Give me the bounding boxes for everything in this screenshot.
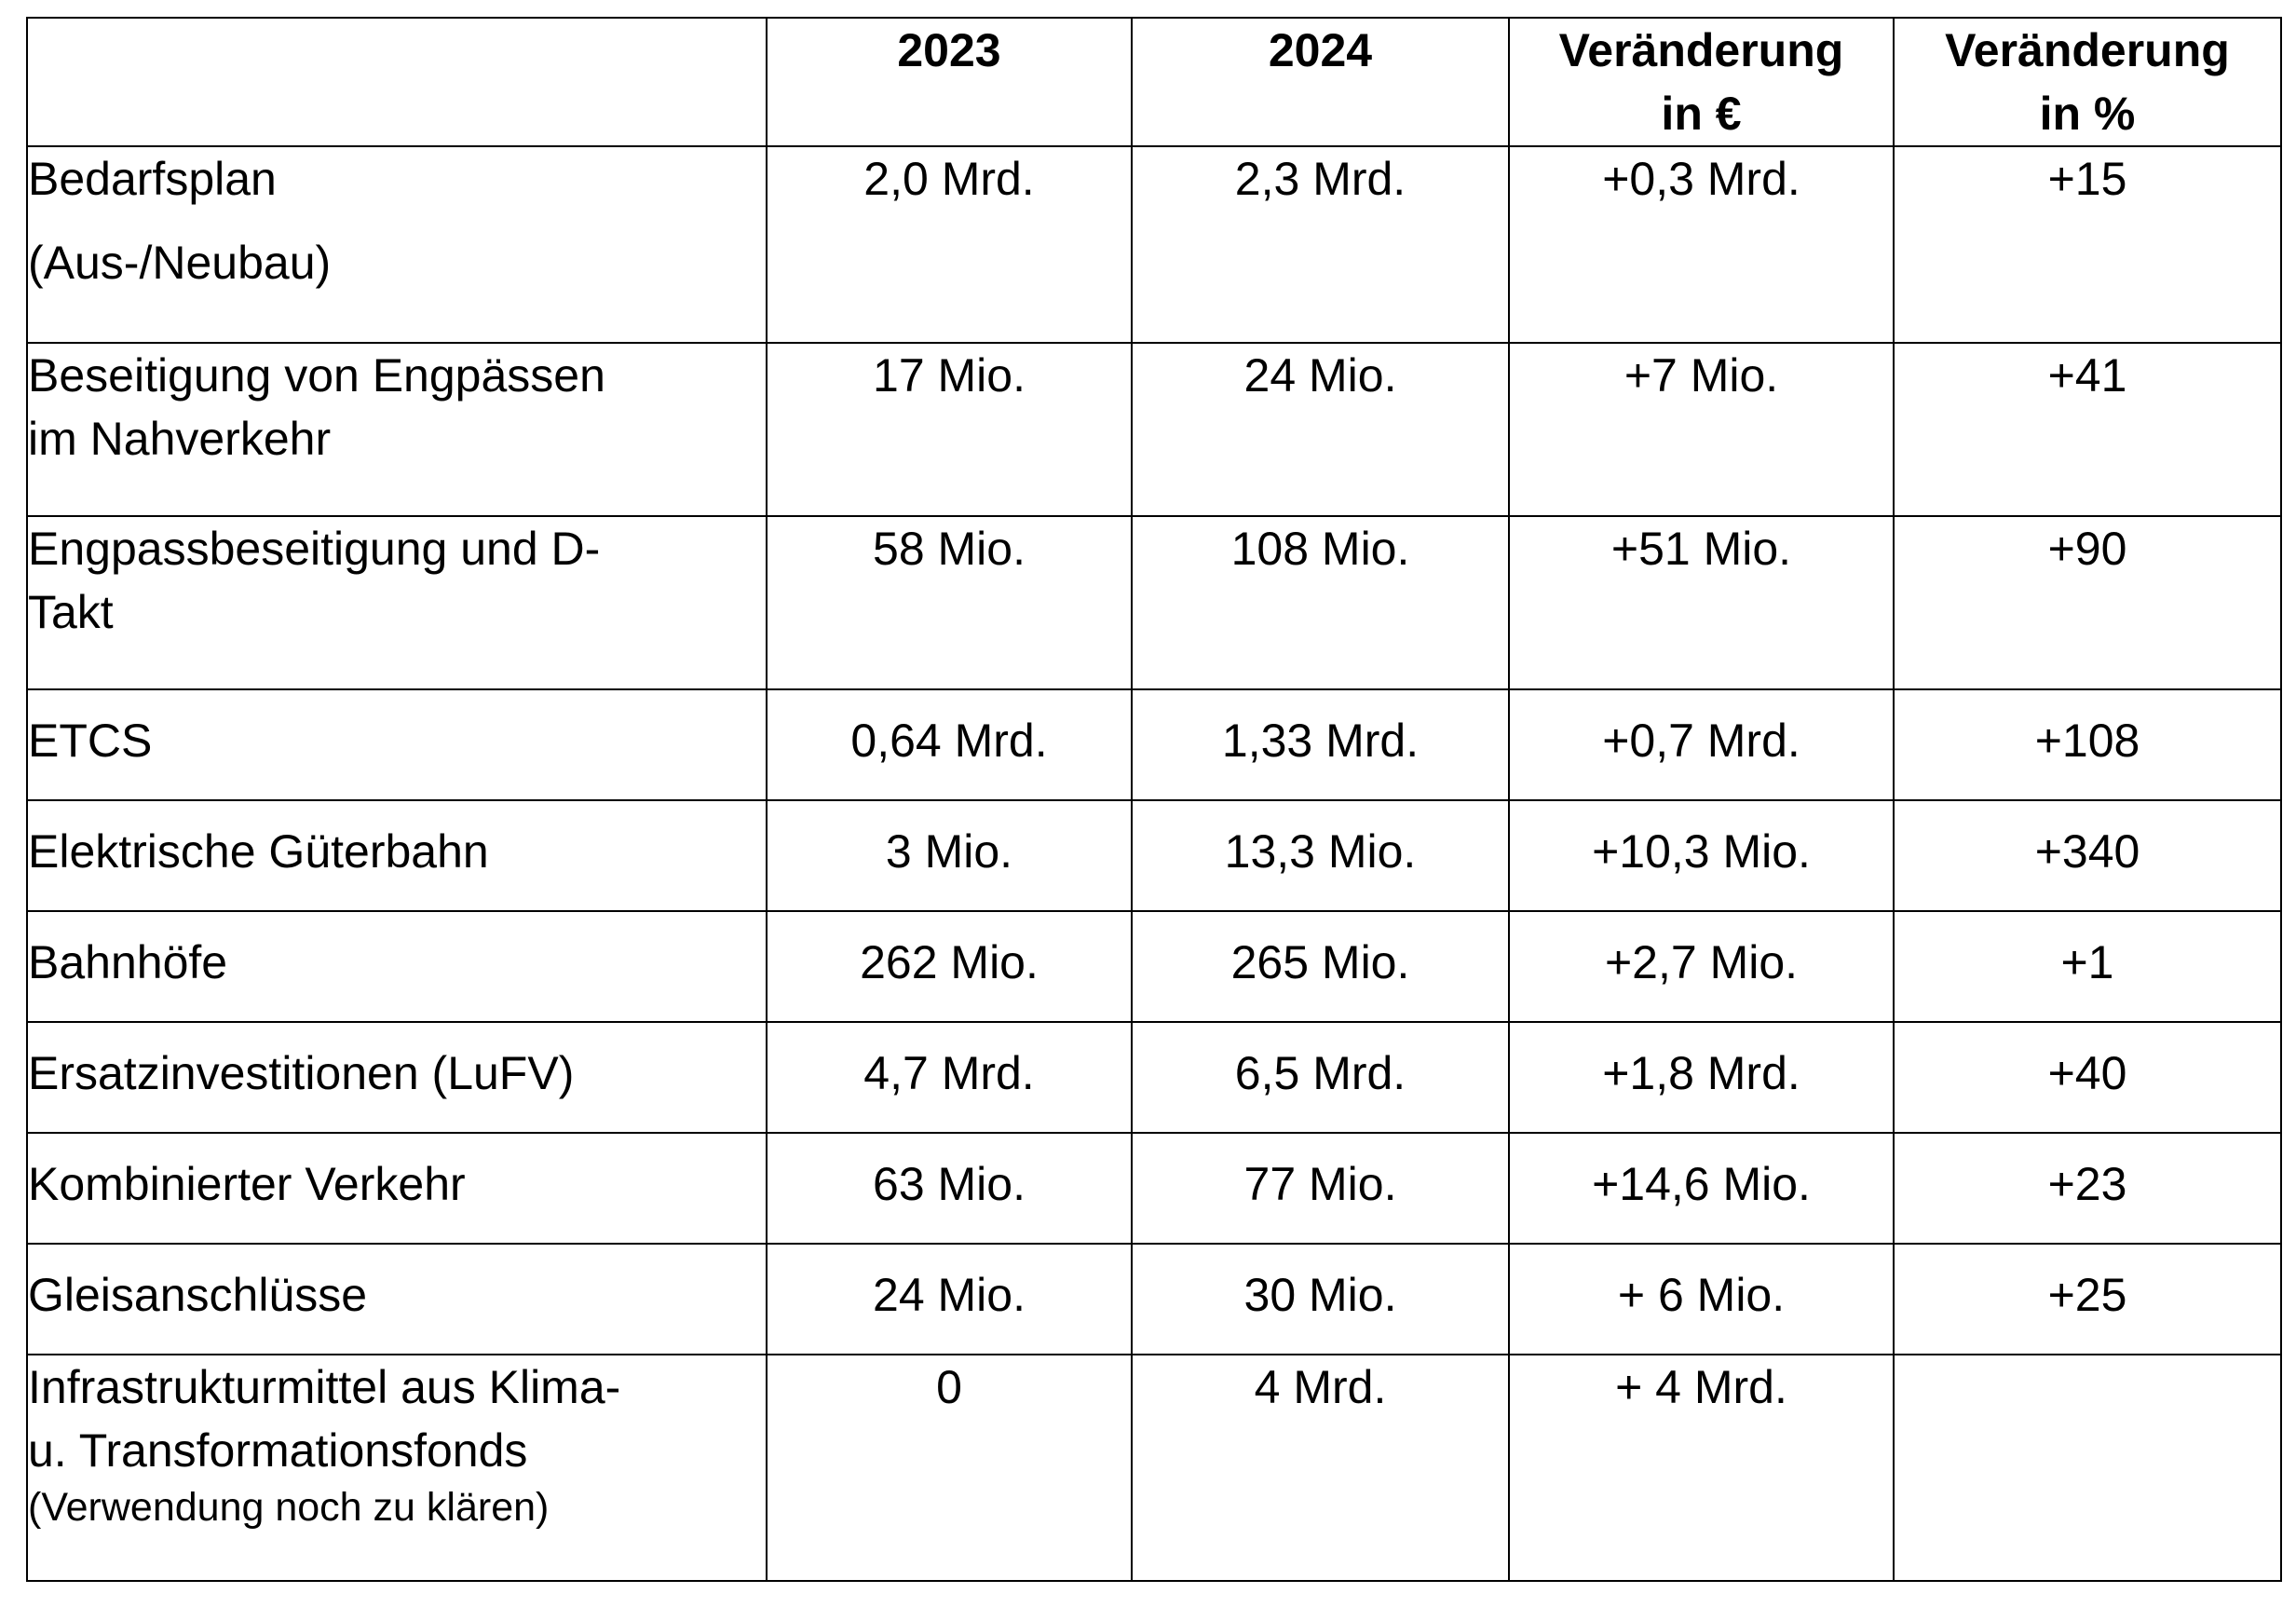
- change-pct: +25: [1893, 1243, 2282, 1355]
- change-pct: +108: [1893, 688, 2282, 801]
- header-2024: 2024: [1131, 17, 1510, 147]
- change-eur: + 6 Mio.: [1508, 1243, 1895, 1355]
- value-2024: 77 Mio.: [1131, 1132, 1510, 1245]
- header-change-eur: Veränderung in €: [1508, 17, 1895, 147]
- row-label: ETCS: [26, 688, 768, 801]
- table-row: Engpassbeseitigung und D- Takt 58 Mio. 1…: [26, 515, 2282, 690]
- row-label: Elektrische Güterbahn: [26, 799, 768, 912]
- change-pct: +340: [1893, 799, 2282, 912]
- value-2023: 4,7 Mrd.: [766, 1021, 1133, 1134]
- row-label: Bedarfsplan (Aus-/Neubau): [26, 145, 768, 344]
- change-eur: +14,6 Mio.: [1508, 1132, 1895, 1245]
- row-label: Infrastrukturmittel aus Klima- u. Transf…: [26, 1354, 768, 1582]
- value-2023: 0: [766, 1354, 1133, 1582]
- change-pct: +90: [1893, 515, 2282, 690]
- value-2024: 13,3 Mio.: [1131, 799, 1510, 912]
- change-eur: + 4 Mrd.: [1508, 1354, 1895, 1582]
- table-row: Elektrische Güterbahn 3 Mio. 13,3 Mio. +…: [26, 799, 2282, 912]
- header-change-pct: Veränderung in %: [1893, 17, 2282, 147]
- table-row: Beseitigung von Engpässen im Nahverkehr …: [26, 342, 2282, 517]
- table-row: Infrastrukturmittel aus Klima- u. Transf…: [26, 1354, 2282, 1582]
- row-label: Engpassbeseitigung und D- Takt: [26, 515, 768, 690]
- row-label-note: (Verwendung noch zu klären): [28, 1485, 550, 1530]
- value-2023: 3 Mio.: [766, 799, 1133, 912]
- table-row: Kombinierter Verkehr 63 Mio. 77 Mio. +14…: [26, 1132, 2282, 1245]
- value-2023: 2,0 Mrd.: [766, 145, 1133, 344]
- header-2023: 2023: [766, 17, 1133, 147]
- value-2024: 1,33 Mrd.: [1131, 688, 1510, 801]
- value-2023: 24 Mio.: [766, 1243, 1133, 1355]
- table-row: Ersatzinvestitionen (LuFV) 4,7 Mrd. 6,5 …: [26, 1021, 2282, 1134]
- value-2024: 6,5 Mrd.: [1131, 1021, 1510, 1134]
- change-pct: +15: [1893, 145, 2282, 344]
- row-label: Bahnhöfe: [26, 910, 768, 1023]
- row-label: Beseitigung von Engpässen im Nahverkehr: [26, 342, 768, 517]
- change-eur: +2,7 Mio.: [1508, 910, 1895, 1023]
- change-eur: +0,3 Mrd.: [1508, 145, 1895, 344]
- value-2024: 30 Mio.: [1131, 1243, 1510, 1355]
- change-eur: +0,7 Mrd.: [1508, 688, 1895, 801]
- change-eur: +7 Mio.: [1508, 342, 1895, 517]
- change-pct: +23: [1893, 1132, 2282, 1245]
- budget-table: 2023 2024 Veränderung in € Veränderung i…: [26, 17, 2282, 1582]
- change-eur: +1,8 Mrd.: [1508, 1021, 1895, 1134]
- row-label: Ersatzinvestitionen (LuFV): [26, 1021, 768, 1134]
- change-pct: +1: [1893, 910, 2282, 1023]
- table-row: Bedarfsplan (Aus-/Neubau) 2,0 Mrd. 2,3 M…: [26, 145, 2282, 344]
- change-eur: +51 Mio.: [1508, 515, 1895, 690]
- table-row: Gleisanschlüsse 24 Mio. 30 Mio. + 6 Mio.…: [26, 1243, 2282, 1355]
- row-label: Kombinierter Verkehr: [26, 1132, 768, 1245]
- value-2023: 0,64 Mrd.: [766, 688, 1133, 801]
- change-pct: [1893, 1354, 2282, 1582]
- table-row: Bahnhöfe 262 Mio. 265 Mio. +2,7 Mio. +1: [26, 910, 2282, 1023]
- value-2024: 2,3 Mrd.: [1131, 145, 1510, 344]
- value-2023: 17 Mio.: [766, 342, 1133, 517]
- value-2023: 58 Mio.: [766, 515, 1133, 690]
- change-pct: +41: [1893, 342, 2282, 517]
- change-eur: +10,3 Mio.: [1508, 799, 1895, 912]
- table-row: ETCS 0,64 Mrd. 1,33 Mrd. +0,7 Mrd. +108: [26, 688, 2282, 801]
- value-2024: 4 Mrd.: [1131, 1354, 1510, 1582]
- value-2024: 265 Mio.: [1131, 910, 1510, 1023]
- value-2024: 108 Mio.: [1131, 515, 1510, 690]
- header-blank-cell: [26, 17, 768, 147]
- value-2024: 24 Mio.: [1131, 342, 1510, 517]
- change-pct: +40: [1893, 1021, 2282, 1134]
- value-2023: 262 Mio.: [766, 910, 1133, 1023]
- value-2023: 63 Mio.: [766, 1132, 1133, 1245]
- header-row: 2023 2024 Veränderung in € Veränderung i…: [26, 17, 2282, 147]
- row-label: Gleisanschlüsse: [26, 1243, 768, 1355]
